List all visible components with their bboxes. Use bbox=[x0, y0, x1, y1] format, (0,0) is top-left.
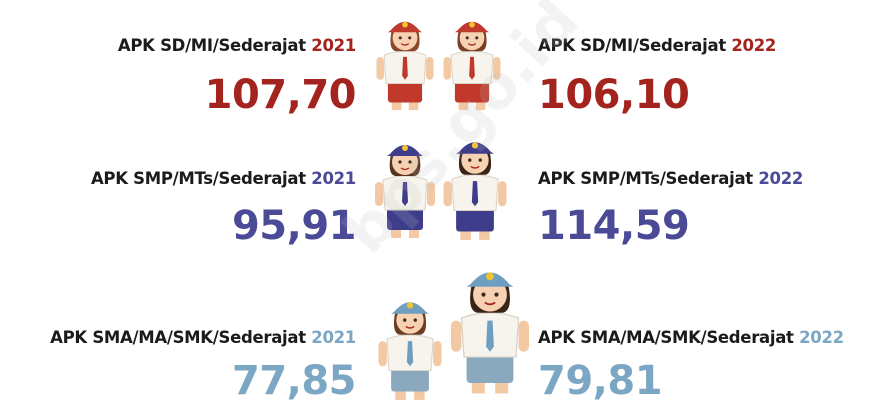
figure-part bbox=[472, 181, 478, 206]
year: 2021 bbox=[311, 36, 356, 55]
figure-part bbox=[433, 341, 441, 366]
figure-part bbox=[402, 22, 408, 28]
figure-part bbox=[486, 273, 494, 281]
figure-part bbox=[407, 341, 413, 366]
level-label: APK SD/MI/Sederajat 2021 bbox=[118, 36, 356, 55]
figure-part bbox=[460, 232, 471, 240]
figure-part bbox=[414, 318, 417, 321]
figure-part bbox=[495, 383, 508, 393]
level-name: APK SD/MI/Sederajat bbox=[118, 36, 306, 55]
figure-part bbox=[498, 181, 506, 206]
level-name: APK SMP/MTs/Sederajat bbox=[91, 169, 306, 188]
figure-part bbox=[395, 392, 406, 400]
figure-part bbox=[426, 57, 434, 80]
figure-part bbox=[466, 36, 469, 39]
figure-part bbox=[456, 208, 494, 231]
figure-part bbox=[494, 293, 498, 297]
figure-part bbox=[379, 341, 387, 366]
level-name: APK SMA/MA/SMK/Sederajat bbox=[50, 328, 306, 347]
figure-part bbox=[399, 36, 402, 39]
apk-value: 114,59 bbox=[538, 203, 689, 249]
figure-part bbox=[472, 383, 485, 393]
illustrations bbox=[0, 0, 894, 414]
level-label: APK SMA/MA/SMK/Sederajat 2022 bbox=[538, 328, 844, 347]
figure-part bbox=[377, 57, 385, 80]
figure-part bbox=[409, 103, 419, 111]
year: 2022 bbox=[799, 328, 844, 347]
figure-part bbox=[408, 36, 411, 39]
level-label: APK SMP/MTs/Sederajat 2022 bbox=[538, 169, 803, 188]
figure-part bbox=[469, 22, 475, 28]
level-name: APK SMP/MTs/Sederajat bbox=[538, 169, 753, 188]
level-label: APK SMA/MA/SMK/Sederajat 2021 bbox=[50, 328, 356, 347]
figure-part bbox=[481, 293, 485, 297]
figure-part bbox=[444, 57, 452, 80]
level-name: APK SMA/MA/SMK/Sederajat bbox=[538, 328, 794, 347]
figure-part bbox=[407, 302, 413, 308]
figure-part bbox=[403, 318, 406, 321]
figure-part bbox=[388, 82, 422, 103]
apk-value: 107,70 bbox=[205, 72, 356, 118]
student-figure bbox=[451, 273, 529, 394]
year: 2021 bbox=[311, 169, 356, 188]
figure-part bbox=[486, 321, 494, 352]
apk-value: 79,81 bbox=[538, 358, 662, 404]
figure-part bbox=[519, 321, 529, 352]
figure-part bbox=[451, 321, 461, 352]
level-label: APK SMP/MTs/Sederajat 2021 bbox=[91, 169, 356, 188]
year: 2021 bbox=[311, 328, 356, 347]
figure-part bbox=[391, 368, 429, 391]
apk-value: 106,10 bbox=[538, 72, 689, 118]
figure-part bbox=[402, 57, 408, 80]
infographic: APK SD/MI/Sederajat 2021 107,70 APK SD/MI/… bbox=[0, 0, 894, 414]
figure-part bbox=[479, 232, 490, 240]
year: 2022 bbox=[758, 169, 803, 188]
figure-part bbox=[414, 392, 425, 400]
student-figure bbox=[379, 302, 442, 400]
year: 2022 bbox=[731, 36, 776, 55]
figure-part bbox=[467, 354, 514, 383]
student-figure bbox=[377, 22, 434, 110]
figure-part bbox=[475, 36, 478, 39]
apk-value: 77,85 bbox=[232, 358, 356, 404]
figure-part bbox=[392, 103, 402, 111]
